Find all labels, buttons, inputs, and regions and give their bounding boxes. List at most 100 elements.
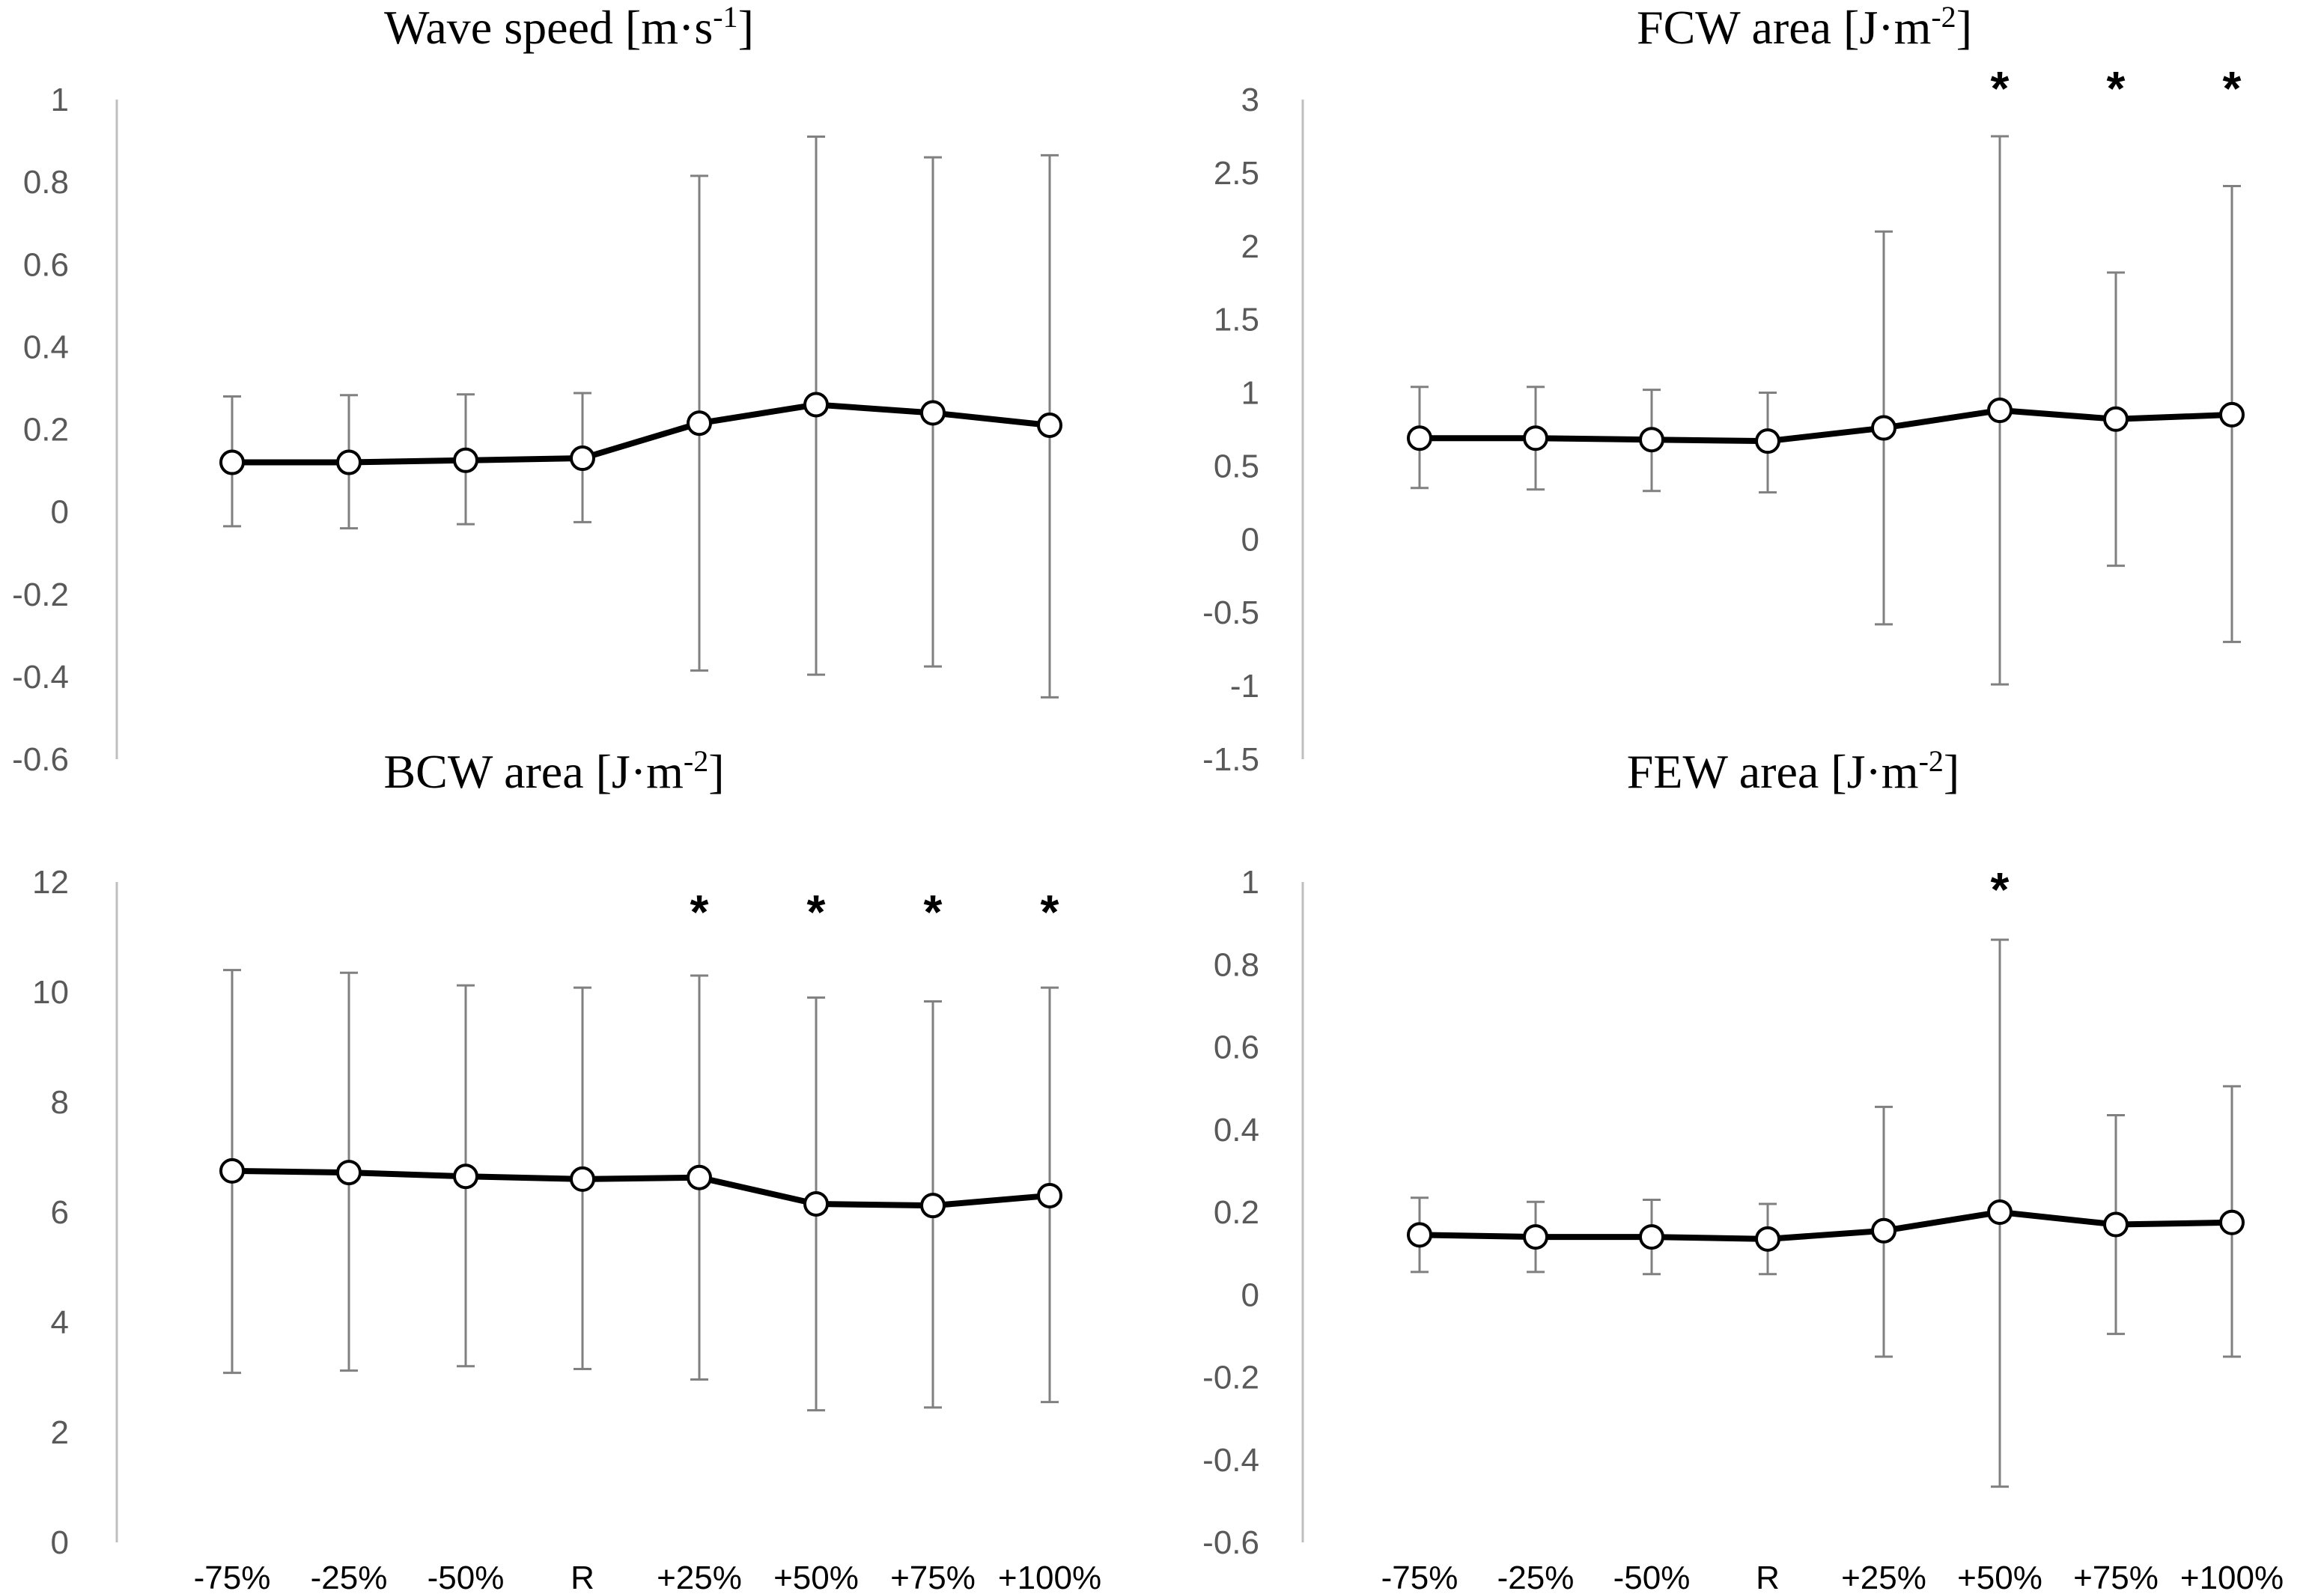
x-tick-label: R <box>571 1560 594 1594</box>
y-tick-label: 0.4 <box>1214 1112 1259 1149</box>
y-tick-label: -0.6 <box>12 741 69 778</box>
data-point <box>920 1193 946 1219</box>
few-area-panel: FEW area [J·m-2] 1 0.8 0.6 0.4 0.2 0 -0.2 -0.4 -0… <box>1202 744 2284 1594</box>
panel-title: FEW area [J·m-2] <box>1627 744 1959 798</box>
title-unit-exponent: -2 <box>1919 744 1944 778</box>
y-tick-label: -0.6 <box>1202 1524 1259 1561</box>
significance-star: * <box>1991 863 2010 916</box>
data-point <box>1523 1224 1548 1250</box>
data-point <box>1755 428 1780 454</box>
y-tick-label: -0.2 <box>12 577 69 613</box>
x-tick-label: +50% <box>1957 1560 2042 1594</box>
y-tick-label: 1 <box>1241 864 1259 901</box>
data-point <box>219 449 245 475</box>
data-point <box>920 400 946 426</box>
title-text: FCW area [J·m <box>1637 1 1931 54</box>
title-unit-exponent: -2 <box>684 744 708 778</box>
title-bracket: ] <box>708 745 724 798</box>
y-tick-label: 0.2 <box>1214 1194 1259 1231</box>
y-tick-label: -1 <box>1230 668 1259 705</box>
data-point <box>2219 1209 2245 1235</box>
data-point <box>1871 415 1896 441</box>
fcw-area-panel: FCW area [J·m-2]32.521.510.50-0.5-1-1.5*… <box>1202 0 2245 778</box>
significance-star: * <box>1991 61 2010 115</box>
data-point <box>1639 1224 1664 1250</box>
data-point <box>2219 401 2245 428</box>
data-point <box>1523 425 1548 451</box>
title-text: Wave speed [m·s <box>384 1 713 54</box>
y-tick-label: 0 <box>51 494 69 531</box>
y-tick-label: 0.6 <box>1214 1029 1259 1066</box>
title-bracket: ] <box>738 1 754 54</box>
data-point <box>687 410 712 436</box>
data-point <box>570 445 595 472</box>
title-bracket: ] <box>1944 745 1959 798</box>
panel-title: BCW area [J·m-2] <box>383 744 724 798</box>
panel-title: FCW area [J·m-2] <box>1637 0 1972 54</box>
series-line <box>1419 1209 2233 1242</box>
data-point <box>803 1190 829 1217</box>
x-tick-label: -25% <box>1497 1560 1575 1594</box>
x-tick-label: +25% <box>657 1560 742 1594</box>
x-tick-label: +100% <box>2180 1560 2284 1594</box>
data-point <box>336 1160 362 1186</box>
title-unit-exponent: -1 <box>713 0 737 34</box>
wave-speed-panel: Wave speed [m·s-1] 1 0.8 0.6 0.4 0.2 0 -0.2 -0.4… <box>12 0 1062 778</box>
x-tick-label: -50% <box>1613 1560 1691 1594</box>
bcw-area-panel: BCW area [J·m-2] 12 10 8 6 4 2 0 * * * * -75% -25% -50… <box>32 744 1101 1594</box>
panel-title: Wave speed [m·s-1] <box>384 0 754 54</box>
data-point <box>1407 425 1432 451</box>
significance-star: * <box>2223 61 2242 115</box>
y-tick-label: 0.2 <box>23 412 69 448</box>
y-tick-label: 0 <box>1241 1277 1259 1313</box>
data-point <box>453 447 478 473</box>
x-tick-label: -50% <box>428 1560 505 1594</box>
data-point <box>803 392 829 418</box>
data-point <box>1755 1226 1780 1252</box>
title-text: FEW area [J·m <box>1627 745 1919 798</box>
y-tick-label: 2.5 <box>1214 155 1259 192</box>
y-tick-label: 2 <box>1241 228 1259 265</box>
x-tick-label: -75% <box>194 1560 271 1594</box>
x-tick-label: +50% <box>773 1560 859 1594</box>
y-tick-label: -0.4 <box>1202 1442 1259 1479</box>
data-point <box>1871 1217 1896 1244</box>
data-point <box>1987 398 2013 424</box>
y-tick-label: -1.5 <box>1202 741 1259 778</box>
significance-star: * <box>690 885 709 939</box>
y-tick-label: 0 <box>51 1524 69 1561</box>
y-tick-label: 0.5 <box>1214 448 1259 484</box>
y-tick-label: 10 <box>32 974 69 1011</box>
data-point <box>453 1163 478 1190</box>
y-tick-label: -0.5 <box>1202 594 1259 631</box>
title-unit-exponent: -2 <box>1931 0 1956 34</box>
significance-star: * <box>807 885 826 939</box>
data-point <box>336 449 362 475</box>
y-tick-label: 3 <box>1241 82 1259 118</box>
x-tick-label: +25% <box>1841 1560 1926 1594</box>
x-tick-label: -25% <box>311 1560 388 1594</box>
y-tick-label: 12 <box>32 864 69 901</box>
significance-star: * <box>2107 61 2126 115</box>
title-bracket: ] <box>1956 1 1972 54</box>
data-point <box>1987 1199 2013 1225</box>
data-point <box>1037 412 1062 438</box>
x-tick-label: +75% <box>2073 1560 2159 1594</box>
y-tick-label: 1.5 <box>1214 302 1259 338</box>
title-text: BCW area [J·m <box>383 745 683 798</box>
x-tick-label: -75% <box>1381 1560 1458 1594</box>
x-tick-label: +100% <box>998 1560 1101 1594</box>
series-line <box>231 1167 1050 1209</box>
y-tick-label: -0.2 <box>1202 1360 1259 1396</box>
data-point <box>1639 427 1664 453</box>
y-tick-label: 0 <box>1241 521 1259 558</box>
y-tick-label: 0.4 <box>23 329 69 365</box>
x-tick-label: +75% <box>890 1560 976 1594</box>
data-point <box>1407 1222 1432 1248</box>
data-point <box>219 1158 245 1184</box>
significance-star: * <box>1041 885 1059 939</box>
data-point <box>2103 1211 2129 1238</box>
y-tick-label: 4 <box>51 1304 69 1341</box>
significance-star: * <box>924 885 943 939</box>
